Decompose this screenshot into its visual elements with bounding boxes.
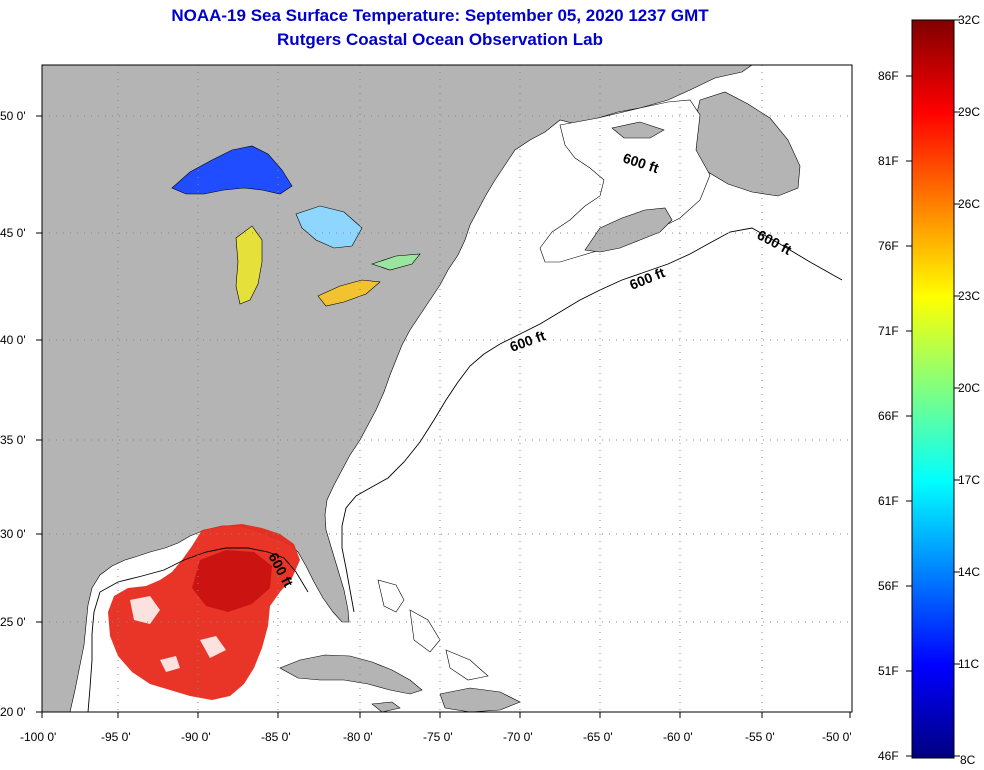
colorbar-fahrenheit-label: 71F — [878, 324, 899, 338]
colorbar-celsius-label: 20C — [958, 381, 980, 395]
map-frame — [41, 64, 853, 713]
lat-tick-label: 25 0' — [0, 615, 26, 629]
map-subtitle: Rutgers Coastal Ocean Observation Lab — [277, 30, 603, 49]
lon-tick-label: -60 0' — [663, 730, 693, 744]
colorbar-ticks — [906, 19, 960, 757]
lat-tick-label: 40 0' — [0, 333, 26, 347]
colorbar-fahrenheit-label: 81F — [878, 154, 899, 168]
colorbar-celsius-label: 23C — [958, 289, 980, 303]
colorbar-celsius-label: 11C — [958, 657, 979, 671]
graticule — [42, 65, 852, 712]
lat-tick-label: 50 0' — [0, 109, 26, 123]
lon-tick-label: -85 0' — [261, 730, 291, 744]
lon-tick-label: -80 0' — [343, 730, 373, 744]
anticosti-land — [611, 121, 665, 139]
lat-tick-label: 30 0' — [0, 527, 26, 541]
lon-tick-label: -70 0' — [503, 730, 533, 744]
colorbar-celsius-label: 32C — [958, 13, 980, 27]
lake-michigan — [235, 225, 263, 305]
jamaica-land — [371, 701, 401, 712]
lon-tick-label: -65 0' — [583, 730, 613, 744]
isobath-600ft-east — [341, 227, 843, 613]
colorbar — [911, 19, 955, 759]
lat-tick-label: 20 0' — [0, 705, 26, 719]
lon-tick-label: -95 0' — [101, 730, 131, 744]
colorbar-fahrenheit-label: 51F — [878, 664, 899, 678]
bahamas-shelf — [377, 579, 489, 681]
colorbar-fahrenheit-label: 46F — [878, 749, 899, 763]
colorbar-fahrenheit-label: 76F — [878, 239, 899, 253]
lon-tick-label: -50 0' — [822, 730, 852, 744]
lat-tick-label: 45 0' — [0, 226, 26, 240]
lon-tick-label: -100 0' — [20, 730, 56, 744]
lake-erie — [317, 279, 381, 307]
colorbar-celsius-label: 8C — [960, 753, 976, 767]
lon-tick-label: -90 0' — [181, 730, 211, 744]
maritimes-land — [584, 207, 673, 253]
lake-ontario — [371, 253, 421, 271]
colorbar-fahrenheit-label: 66F — [878, 409, 899, 423]
colorbar-celsius-label: 17C — [958, 473, 980, 487]
lake-superior — [171, 145, 293, 195]
colorbar-celsius-label: 14C — [958, 565, 980, 579]
north-america-land — [42, 65, 753, 712]
colorbar-celsius-label: 29C — [958, 105, 980, 119]
lon-tick-label: -75 0' — [423, 730, 453, 744]
gulf-sst-warm-core — [192, 550, 272, 612]
map-title: NOAA-19 Sea Surface Temperature: Septemb… — [171, 6, 709, 25]
colorbar-fahrenheit-label: 61F — [878, 494, 899, 508]
cuba-land — [279, 654, 423, 695]
isobath-600ft-gulf — [87, 547, 309, 712]
gulf-sst-gap — [130, 596, 226, 672]
hispaniola-land — [439, 687, 521, 712]
colorbar-fahrenheit-label: 86F — [878, 69, 899, 83]
lon-tick-label: -55 0' — [745, 730, 775, 744]
lake-huron — [295, 205, 363, 249]
lat-tick-label: 35 0' — [0, 433, 26, 447]
colorbar-fahrenheit-label: 56F — [878, 579, 899, 593]
frame-ticks — [36, 115, 851, 718]
colorbar-celsius-label: 26C — [958, 197, 980, 211]
